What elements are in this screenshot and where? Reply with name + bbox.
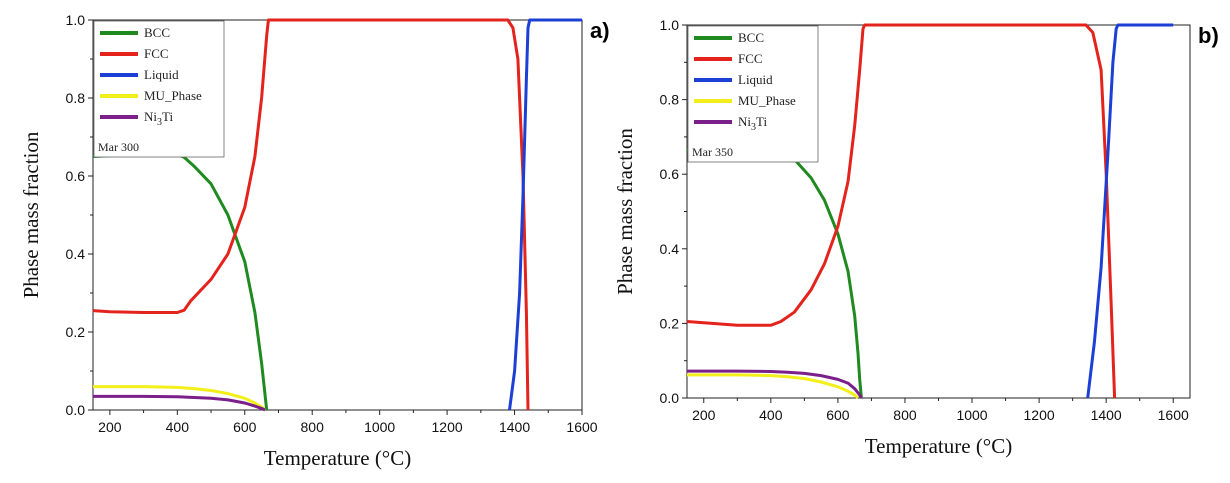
chart-a-svg: 0.0 0.2 0.4 0.6 0.8 1.0 200 400 600 800 1000 1200 14… [19, 12, 610, 470]
chart-a-x-tick-label: 1000 [364, 419, 395, 435]
chart-a-y-tick-label: 0.8 [66, 90, 86, 106]
chart-b-x-tick-label: 400 [759, 407, 783, 423]
chart-a-legend-label-liquid: Liquid [144, 67, 179, 82]
chart-b-x-tick-label: 1400 [1091, 407, 1122, 423]
chart-a-legend-label-fcc: FCC [144, 46, 169, 61]
chart-a-y-tick-label: 0.0 [66, 402, 86, 418]
chart-b-y-tick-label: 1.0 [660, 17, 680, 33]
chart-a-legend-label-ni3ti: Ni3Ti [144, 109, 173, 128]
chart-b-x-tick-label: 1000 [956, 407, 987, 423]
chart-b-y-tick-label: 0.2 [660, 315, 680, 331]
chart-b-legend-label-liquid: Liquid [738, 72, 773, 87]
chart-b-series-mu-phase-line [687, 373, 860, 400]
chart-b-svg: 0.0 0.2 0.4 0.6 0.8 1.0 200 400 600 800 1000 1200 14… [615, 17, 1219, 458]
chart-a-y-tick-label: 0.6 [66, 168, 86, 184]
chart-a-y-tick-label: 0.2 [66, 324, 86, 340]
chart-a-series-mu-phase-line [93, 385, 267, 412]
chart-b-legend-label-ni3ti: Ni3Ti [738, 114, 767, 133]
chart-b-x-tick-label: 1200 [1024, 407, 1055, 423]
chart-b-legend-label-mu-phase: MU_Phase [738, 93, 796, 108]
chart-a-legend-label-bcc: BCC [144, 25, 170, 40]
chart-a-y-tick-label: 1.0 [66, 12, 86, 28]
chart-a-series-ni3ti-line [93, 394, 266, 412]
chart-b-y-tick-label: 0.4 [660, 241, 680, 257]
chart-b-y-tick-label: 0.6 [660, 166, 680, 182]
chart-a-legend-box [93, 20, 225, 158]
chart-a-composition-note: Mar 300 [98, 140, 139, 154]
chart-panel-a: 0.0 0.2 0.4 0.6 0.8 1.0 200 400 600 800 1000 1200 14… [19, 12, 610, 470]
chart-b-composition-note: Mar 350 [692, 145, 733, 159]
chart-a-x-tick-label: 800 [301, 419, 325, 435]
chart-b-x-tick-label: 600 [826, 407, 850, 423]
chart-a-x-tick-label: 1200 [432, 419, 463, 435]
chart-b-legend-box [687, 25, 819, 163]
chart-a-series-liquid-line [508, 18, 582, 411]
chart-a-x-tick-label: 400 [166, 419, 190, 435]
chart-a-panel-label: a) [590, 18, 610, 43]
chart-b-series-fcc-line [686, 23, 1117, 399]
chart-b-series-bcc-line [686, 144, 863, 399]
chart-a-y-axis-title: Phase mass fraction [19, 131, 43, 298]
chart-b-series-liquid-line [1086, 23, 1174, 399]
chart-a-y-tick-label: 0.4 [66, 246, 86, 262]
chart-b-x-tick-label: 1600 [1158, 407, 1189, 423]
chart-panel-b: 0.0 0.2 0.4 0.6 0.8 1.0 200 400 600 800 1000 1200 14… [615, 0, 1230, 483]
chart-a-legend-label-mu-phase: MU_Phase [144, 88, 202, 103]
chart-b-y-axis-title: Phase mass fraction [615, 128, 637, 295]
chart-b-y-tick-label: 0.0 [660, 390, 680, 406]
chart-b-legend-label-fcc: FCC [738, 51, 763, 66]
chart-b-x-axis-title: Temperature (°C) [865, 434, 1012, 458]
chart-b-legend-label-bcc: BCC [738, 30, 764, 45]
chart-a-x-tick-label: 1600 [566, 419, 597, 435]
chart-b-x-tick-label: 800 [893, 407, 917, 423]
chart-b-series-ni3ti-line [687, 369, 863, 399]
chart-a-x-axis-title: Temperature (°C) [264, 446, 411, 470]
chart-b-panel-label: b) [1198, 23, 1219, 48]
chart-a-x-tick-label: 1400 [499, 419, 530, 435]
chart-b-x-tick-label: 200 [692, 407, 716, 423]
chart-a-series-bcc-line [92, 151, 269, 411]
chart-a-series-fcc-line [92, 18, 530, 411]
chart-b-y-tick-label: 0.8 [660, 92, 680, 108]
chart-a-x-tick-label: 600 [233, 419, 257, 435]
chart-a-x-tick-label: 200 [98, 419, 122, 435]
